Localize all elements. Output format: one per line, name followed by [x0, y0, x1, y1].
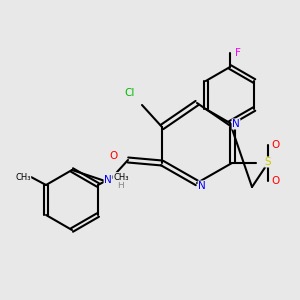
- Text: S: S: [265, 157, 271, 167]
- Text: O: O: [272, 176, 280, 186]
- Text: CH₃: CH₃: [15, 172, 31, 182]
- Text: N: N: [232, 119, 240, 129]
- Text: Cl: Cl: [125, 88, 135, 98]
- Text: H: H: [117, 182, 123, 190]
- Text: O: O: [110, 151, 118, 161]
- Text: O: O: [272, 140, 280, 150]
- Text: F: F: [235, 48, 241, 58]
- Text: CH₃: CH₃: [113, 172, 129, 182]
- Text: N: N: [198, 181, 206, 191]
- Text: N: N: [104, 175, 112, 185]
